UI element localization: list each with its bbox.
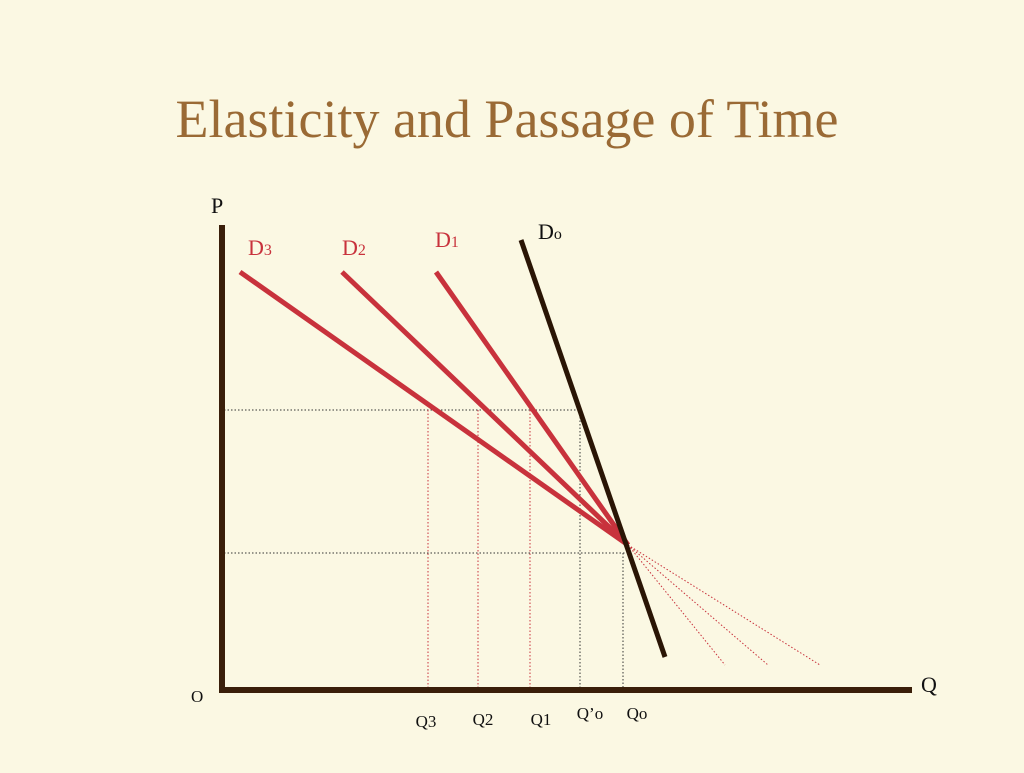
axis-label: P (211, 193, 223, 218)
curve-label: D1 (435, 227, 459, 252)
curve-label-sub: 2 (358, 242, 366, 259)
quantity-label: Q1 (531, 710, 552, 729)
curve-label-sub: o (554, 226, 562, 243)
extension (627, 544, 726, 666)
curve-label-base: D (342, 235, 358, 260)
curve-label: D3 (248, 235, 272, 260)
curve-label-base: D (435, 227, 451, 252)
axis-label: Q (921, 672, 937, 697)
origin-label: O (191, 687, 203, 706)
quantity-label: Q3 (416, 712, 437, 731)
title: Elasticity and Passage of Time (176, 89, 839, 149)
quantity-label: Q’o (577, 704, 603, 723)
curve-label-sub: 1 (451, 234, 459, 251)
demand-curve (433, 270, 631, 547)
curve-label: Do (538, 219, 562, 244)
curve-label-base: D (248, 235, 264, 260)
extension (627, 544, 769, 666)
demand-curve (340, 270, 630, 547)
curve-label-base: D (538, 219, 554, 244)
demand-curve (238, 269, 630, 548)
quantity-label: Q2 (473, 710, 494, 729)
quantity-label: Qo (627, 704, 648, 723)
demand-curve (518, 239, 668, 658)
guides (224, 409, 821, 688)
extension (627, 544, 821, 666)
curve-label: D2 (342, 235, 366, 260)
curve-label-sub: 3 (264, 242, 272, 259)
